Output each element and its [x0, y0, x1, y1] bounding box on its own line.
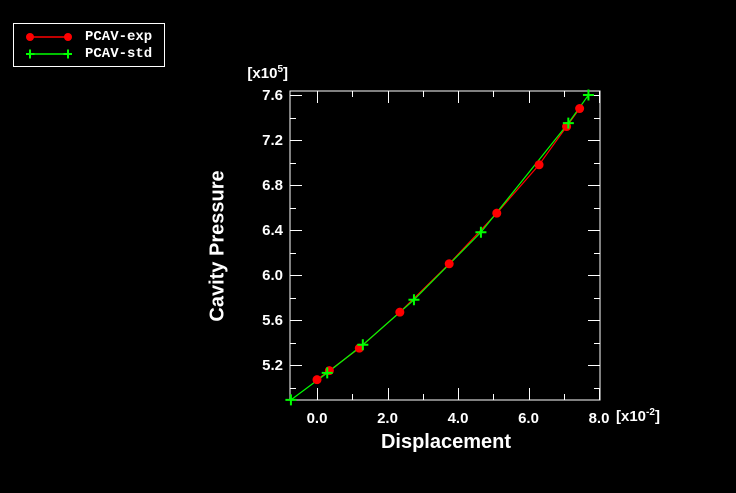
pcav-std-marker [562, 117, 574, 129]
legend-sample-marker [26, 32, 34, 41]
x-axis-title: Displacement [380, 431, 512, 453]
x-tick-label: 2.0 [377, 410, 398, 427]
y-tick-label: 6.0 [262, 267, 283, 284]
legend-sample-marker [64, 32, 72, 41]
pcav-std-marker [475, 226, 487, 238]
x-tick-label: 4.0 [448, 410, 469, 427]
y-tick-label: 5.2 [262, 357, 283, 374]
legend-item-pcav-exp: PCAV-exp [26, 28, 164, 45]
pcav-std-line [290, 94, 589, 401]
pcav-std-marker [582, 89, 594, 101]
y-tick-label: 5.6 [262, 312, 283, 329]
y-axis-multiplier: [x105] [247, 64, 288, 82]
plot-frame [289, 90, 601, 401]
y-tick-label: 6.8 [262, 177, 283, 194]
pcav-exp-marker [395, 307, 405, 317]
pcav-std-legend-sample [26, 49, 72, 58]
x-tick-label: 6.0 [518, 410, 539, 427]
x-tick-label: 0.0 [307, 410, 328, 427]
pcav-std-marker [408, 294, 420, 306]
pcav-exp-marker [534, 160, 544, 170]
pcav-std-marker [285, 394, 297, 406]
pcav-exp-marker [575, 104, 585, 114]
pcav-exp-marker [492, 208, 502, 218]
y-axis-title: Cavity Pressure [206, 170, 229, 322]
y-tick-label: 6.4 [262, 222, 284, 239]
legend-sample-marker [26, 49, 35, 58]
pcav-exp-line [316, 108, 581, 381]
pcav-exp-legend-sample [26, 32, 72, 41]
pcav-exp-marker [312, 375, 322, 385]
pcav-std-marker [321, 367, 333, 379]
pcav-exp-marker [444, 259, 454, 269]
y-tick-label: 7.6 [262, 87, 283, 104]
x-tick-label: 8.0 [589, 410, 610, 427]
legend-box: PCAV-exp PCAV-std [13, 23, 165, 67]
y-tick-label: 7.2 [262, 132, 283, 149]
legend-label-pcav-exp: PCAV-exp [85, 28, 153, 45]
legend-sample-marker [63, 49, 72, 58]
legend-item-pcav-std: PCAV-std [26, 45, 164, 62]
legend-label-pcav-std: PCAV-std [85, 45, 153, 62]
pcav-exp-marker [354, 343, 364, 353]
x-axis-multiplier: [x10-2] [616, 407, 660, 425]
pcav-std-marker [357, 339, 369, 351]
